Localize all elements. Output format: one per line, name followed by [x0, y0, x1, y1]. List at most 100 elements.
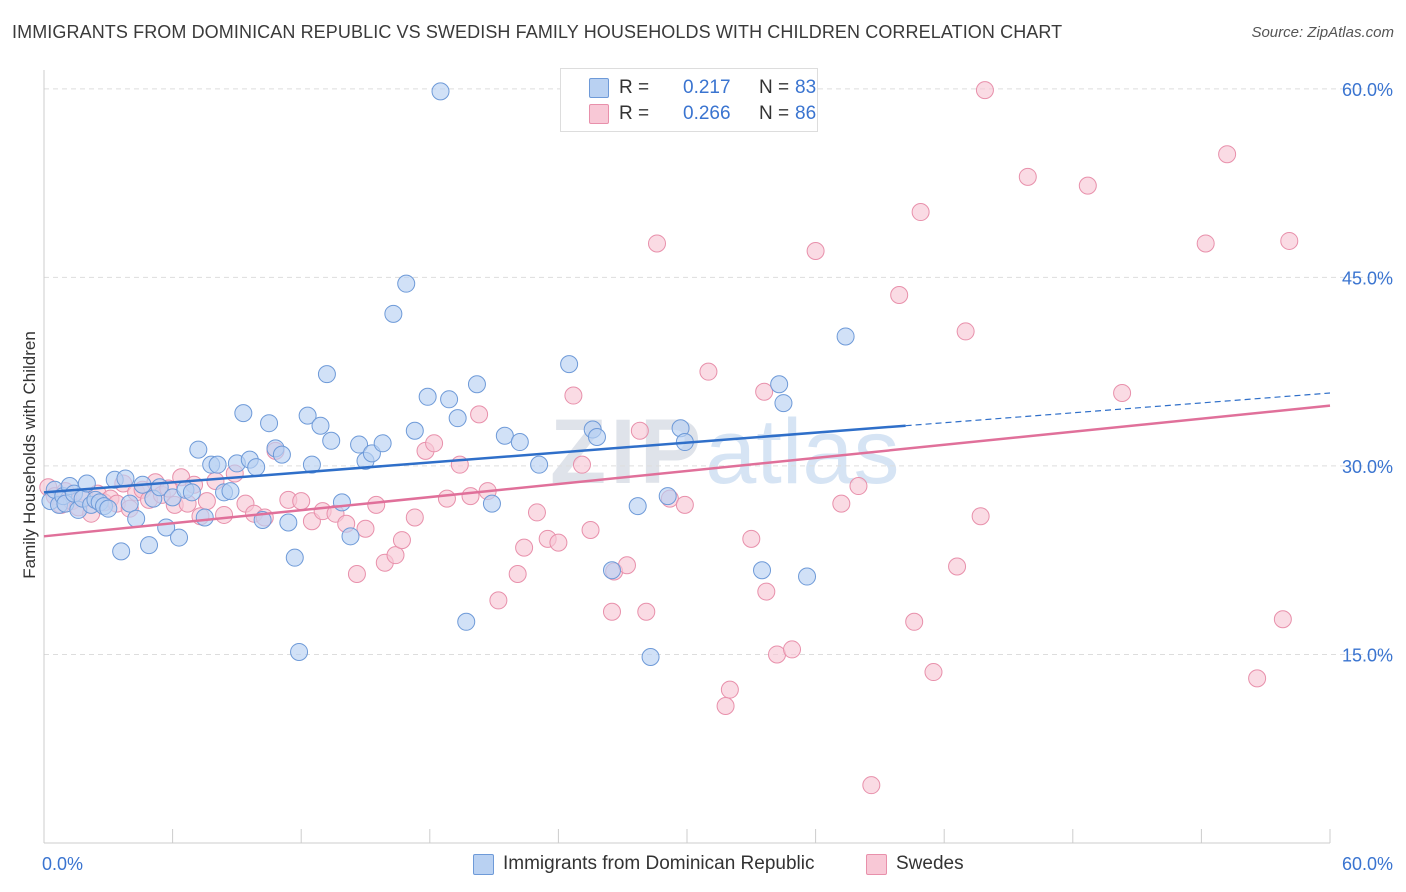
data-point-dominican — [457, 612, 476, 631]
data-point-swedes — [1018, 167, 1037, 186]
data-point-dominican — [628, 497, 647, 516]
data-point-swedes — [489, 591, 508, 610]
y-axis-title: Family Households with Children — [20, 331, 39, 579]
data-point-swedes — [367, 495, 386, 514]
data-point-dominican — [510, 433, 529, 452]
trend-line-dominican — [43, 424, 906, 494]
data-point-dominican — [260, 414, 279, 433]
n-value: 83 — [795, 77, 817, 98]
data-point-dominican — [440, 390, 459, 409]
data-point-dominican — [247, 458, 266, 477]
data-point-dominican — [774, 394, 793, 413]
data-point-dominican — [753, 561, 772, 580]
data-point-swedes — [564, 386, 583, 405]
data-point-dominican — [290, 642, 309, 661]
data-point-swedes — [425, 434, 444, 453]
data-point-dominican — [560, 355, 579, 374]
data-point-swedes — [720, 680, 739, 699]
data-point-swedes — [755, 382, 774, 401]
data-point-dominican — [384, 304, 403, 323]
y-tick-label: 30.0% — [1342, 457, 1393, 477]
data-point-swedes — [215, 505, 234, 524]
data-point-dominican — [112, 542, 131, 561]
data-point-dominican — [272, 445, 291, 464]
data-point-dominican — [530, 455, 549, 474]
x-tick-label: 0.0% — [42, 854, 83, 874]
series-legend: Immigrants from Dominican Republic Swede… — [0, 850, 1406, 880]
chart-title: IMMIGRANTS FROM DOMINICAN REPUBLIC VS SW… — [12, 22, 1063, 42]
data-point-dominican — [285, 548, 304, 567]
data-point-swedes — [948, 557, 967, 576]
r-value: 0.217 — [683, 77, 731, 98]
n-label: N = — [759, 103, 790, 124]
data-point-dominican — [302, 455, 321, 474]
data-point-swedes — [956, 322, 975, 341]
data-point-dominican — [397, 274, 416, 293]
r-label: R = — [619, 77, 650, 98]
data-point-dominican — [99, 499, 118, 518]
data-point-dominican — [120, 494, 139, 513]
data-point-dominican — [298, 406, 317, 425]
data-point-swedes — [862, 776, 881, 795]
data-point-swedes — [768, 645, 787, 664]
data-point-swedes — [1218, 145, 1237, 164]
data-point-dominican — [602, 561, 621, 580]
data-point-dominican — [234, 404, 253, 423]
data-point-swedes — [924, 663, 943, 682]
data-point-swedes — [1196, 234, 1215, 253]
data-point-swedes — [197, 492, 216, 511]
legend-label: Immigrants from Dominican Republic — [503, 853, 815, 874]
data-point-dominican — [405, 421, 424, 440]
data-point-swedes — [630, 421, 649, 440]
data-point-dominican — [311, 416, 330, 435]
data-point-dominican — [317, 365, 336, 384]
data-point-dominican — [836, 327, 855, 346]
data-point-swedes — [1248, 669, 1267, 688]
data-point-swedes — [890, 285, 909, 304]
data-point-dominican — [658, 487, 677, 506]
data-point-swedes — [637, 602, 656, 621]
data-point-swedes — [392, 531, 411, 550]
data-point-swedes — [1273, 610, 1292, 629]
data-point-dominican — [495, 426, 514, 445]
data-point-swedes — [581, 521, 600, 540]
data-point-dominican — [350, 435, 369, 454]
data-point-dominican — [279, 513, 298, 532]
data-point-swedes — [405, 508, 424, 527]
data-point-swedes — [716, 696, 735, 715]
data-point-swedes — [1113, 384, 1132, 403]
trend-line-extension-dominican — [905, 392, 1331, 427]
r-value: 0.266 — [683, 103, 731, 124]
data-point-dominican — [221, 482, 240, 501]
data-point-dominican — [127, 509, 146, 528]
data-point-swedes — [742, 529, 761, 548]
data-point-swedes — [572, 455, 591, 474]
data-point-swedes — [911, 203, 930, 222]
data-point-swedes — [461, 487, 480, 506]
data-point-swedes — [617, 556, 636, 575]
n-value: 86 — [795, 103, 817, 124]
data-point-dominican — [482, 494, 501, 513]
data-point-swedes — [347, 565, 366, 584]
data-point-dominican — [341, 527, 360, 546]
data-point-dominican — [208, 455, 227, 474]
data-point-swedes — [832, 494, 851, 513]
data-point-swedes — [647, 234, 666, 253]
data-point-swedes — [675, 495, 694, 514]
data-point-dominican — [467, 375, 486, 394]
y-tick-label: 60.0% — [1342, 80, 1393, 100]
data-point-dominican — [448, 409, 467, 428]
data-point-dominican — [418, 387, 437, 406]
data-point-dominican — [170, 528, 189, 547]
blue-swatch — [473, 854, 494, 875]
data-point-dominican — [641, 647, 660, 666]
y-tick-label: 15.0% — [1342, 645, 1393, 665]
data-point-swedes — [975, 81, 994, 100]
data-point-dominican — [189, 440, 208, 459]
data-point-dominican — [798, 567, 817, 586]
data-point-dominican — [431, 82, 450, 101]
data-point-swedes — [386, 546, 405, 565]
data-point-swedes — [470, 405, 489, 424]
data-point-swedes — [783, 640, 802, 659]
